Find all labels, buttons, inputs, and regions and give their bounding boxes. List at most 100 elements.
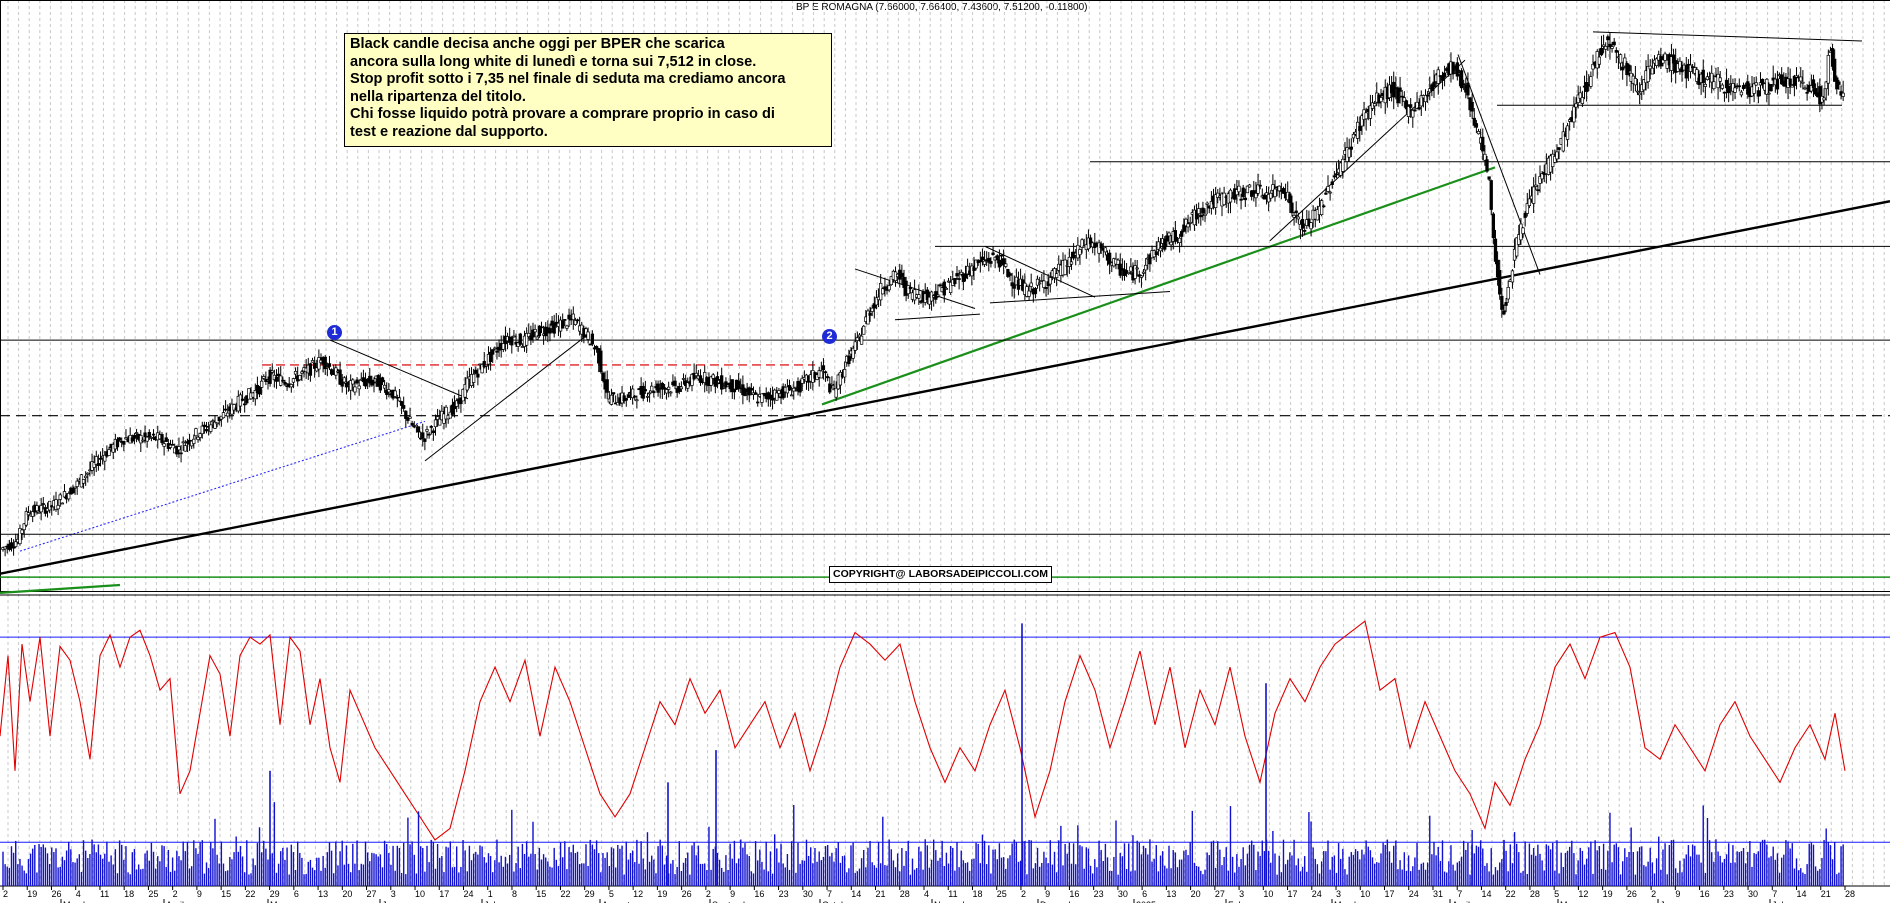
- x-tick-label: 18: [972, 889, 982, 899]
- candle-down: [847, 355, 851, 365]
- x-tick-label: 4: [76, 889, 81, 899]
- candle-up: [1661, 59, 1665, 64]
- x-tick-label: 26: [51, 889, 61, 899]
- candle-up: [959, 271, 963, 275]
- candle-down: [1502, 310, 1506, 315]
- candle-up: [310, 360, 315, 363]
- candle-down: [652, 391, 656, 394]
- candle-down: [713, 378, 717, 387]
- candle-up: [694, 372, 698, 377]
- candle-up: [789, 394, 794, 397]
- candle-down: [1400, 95, 1404, 98]
- candle-up: [1767, 92, 1771, 95]
- candle-down: [1557, 147, 1561, 150]
- candle-down: [450, 404, 455, 415]
- candle-up: [1292, 214, 1296, 218]
- x-tick-label: 27: [367, 889, 377, 899]
- candle-up: [1372, 103, 1377, 107]
- candle-up: [1411, 109, 1415, 118]
- candle-up: [709, 376, 713, 386]
- x-tick-label: 28: [1530, 889, 1540, 899]
- candle-up: [1604, 46, 1608, 50]
- candle-up: [1565, 125, 1570, 140]
- candle-down: [605, 379, 609, 393]
- candle-up: [1572, 106, 1576, 123]
- month-label: July: [1772, 900, 1789, 903]
- candle-down: [1775, 78, 1780, 90]
- candle-up: [84, 475, 88, 479]
- candle-down: [821, 365, 826, 371]
- candle-down: [143, 432, 147, 438]
- candle-up: [775, 392, 779, 401]
- candle-down: [327, 363, 332, 367]
- candle-up: [1035, 278, 1040, 286]
- candle-down: [1746, 81, 1750, 95]
- volume-bars: [2, 623, 1844, 886]
- candle-down: [338, 369, 342, 385]
- candle-down: [117, 437, 122, 441]
- candle-down: [495, 350, 499, 353]
- candle-down: [399, 401, 404, 406]
- candle-down: [323, 356, 327, 370]
- candle-up: [1597, 56, 1602, 65]
- candle-down: [908, 286, 913, 290]
- candle-down: [972, 267, 976, 271]
- x-tick-label: 27: [1215, 889, 1225, 899]
- candle-up: [1809, 85, 1814, 92]
- candle-up: [1186, 223, 1190, 228]
- candle-up: [1256, 184, 1260, 194]
- candle-down: [1504, 302, 1508, 306]
- candle-up: [1635, 90, 1640, 93]
- candle-down: [594, 346, 599, 350]
- candle-down: [1006, 269, 1010, 277]
- candle-down: [1805, 91, 1809, 94]
- candle-up: [1591, 63, 1595, 70]
- candle-down: [308, 363, 313, 376]
- candle-up: [1127, 271, 1131, 275]
- candle-up: [1277, 185, 1281, 192]
- candle-up: [24, 511, 28, 526]
- candle-down: [372, 381, 376, 384]
- candle-down: [1493, 238, 1498, 262]
- candle-down: [1404, 100, 1409, 110]
- candle-down: [1107, 252, 1112, 265]
- candle-up: [39, 505, 43, 513]
- month-label: May: [1560, 900, 1578, 903]
- candle-up: [387, 389, 391, 393]
- candle-up: [1237, 185, 1241, 193]
- candle-down: [1780, 74, 1784, 85]
- candle-up: [1205, 202, 1209, 205]
- candle-up: [1222, 192, 1226, 206]
- trend-line-downtrend: [329, 339, 469, 400]
- candle-up: [289, 384, 293, 388]
- x-tick-label: 9: [197, 889, 202, 899]
- candle-down: [872, 303, 876, 309]
- candle-up: [1052, 268, 1057, 279]
- x-tick-label: 23: [1094, 889, 1104, 899]
- candle-up: [609, 394, 614, 405]
- candle-up: [1642, 79, 1646, 91]
- candle-up: [1203, 213, 1207, 216]
- candle-down: [1769, 83, 1773, 92]
- candle-up: [1423, 95, 1428, 103]
- x-tick-label: 10: [1263, 889, 1273, 899]
- candle-down: [1258, 184, 1262, 187]
- candle-down: [1833, 58, 1837, 82]
- candle-down: [1724, 79, 1729, 89]
- candle-down: [624, 398, 628, 401]
- candle-up: [1555, 151, 1559, 160]
- candle-down: [1330, 181, 1334, 186]
- candle-up: [1826, 55, 1830, 84]
- candle-down: [953, 278, 957, 285]
- candle-up: [226, 412, 230, 417]
- candle-down: [130, 437, 134, 442]
- candle-down: [1001, 258, 1006, 266]
- candle-down: [410, 422, 414, 426]
- candle-down: [1727, 85, 1731, 94]
- candle-down: [340, 379, 344, 387]
- candle-down: [900, 272, 904, 277]
- candle-down: [421, 432, 425, 439]
- candle-up: [1695, 69, 1699, 82]
- candle-down: [1300, 219, 1305, 229]
- month-label: October: [822, 900, 854, 903]
